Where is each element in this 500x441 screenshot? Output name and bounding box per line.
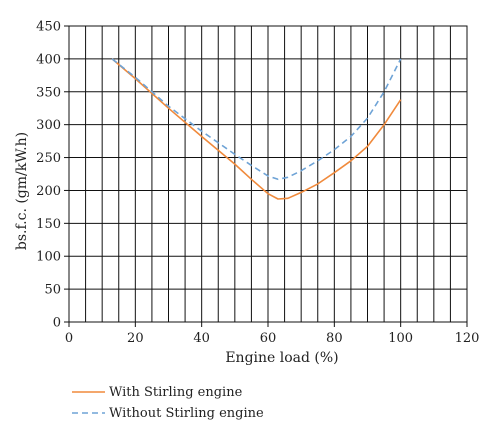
y-tick-labels: 0 50 100 150 200 250 300 350 400 450	[36, 20, 69, 331]
y-tick-label: 100	[36, 250, 61, 265]
x-tick-label: 0	[65, 331, 73, 346]
y-tick-label: 150	[36, 217, 61, 232]
grid	[69, 26, 467, 322]
y-tick-label: 400	[36, 52, 61, 67]
x-tick-label: 60	[260, 331, 277, 346]
series-line-with-stirling	[111, 58, 402, 200]
legend-label-with-stirling: With Stirling engine	[109, 385, 243, 400]
x-tick-label: 80	[326, 331, 343, 346]
y-axis-label: bs.f.c. (gm/kW.h)	[14, 132, 30, 250]
x-tick-labels: 0 20 40 60 80 100 120	[65, 322, 480, 346]
x-axis-label: Engine load (%)	[225, 350, 338, 366]
x-tick-label: 100	[388, 331, 413, 346]
y-tick-label: 350	[36, 85, 61, 100]
y-tick-label: 300	[36, 118, 61, 133]
series-lines	[111, 58, 402, 200]
x-tick-label: 120	[455, 331, 480, 346]
y-tick-label: 0	[53, 316, 61, 331]
y-tick-label: 200	[36, 184, 61, 199]
y-tick-label: 250	[36, 151, 61, 166]
y-tick-label: 50	[44, 283, 61, 298]
y-tick-label: 450	[36, 20, 61, 35]
x-tick-label: 40	[193, 331, 210, 346]
plot-frame	[68, 25, 468, 323]
x-tick-label: 20	[127, 331, 144, 346]
legend: With Stirling engine Without Stirling en…	[72, 385, 264, 421]
legend-label-without-stirling: Without Stirling engine	[109, 406, 264, 421]
series-line-without-stirling	[111, 58, 402, 181]
